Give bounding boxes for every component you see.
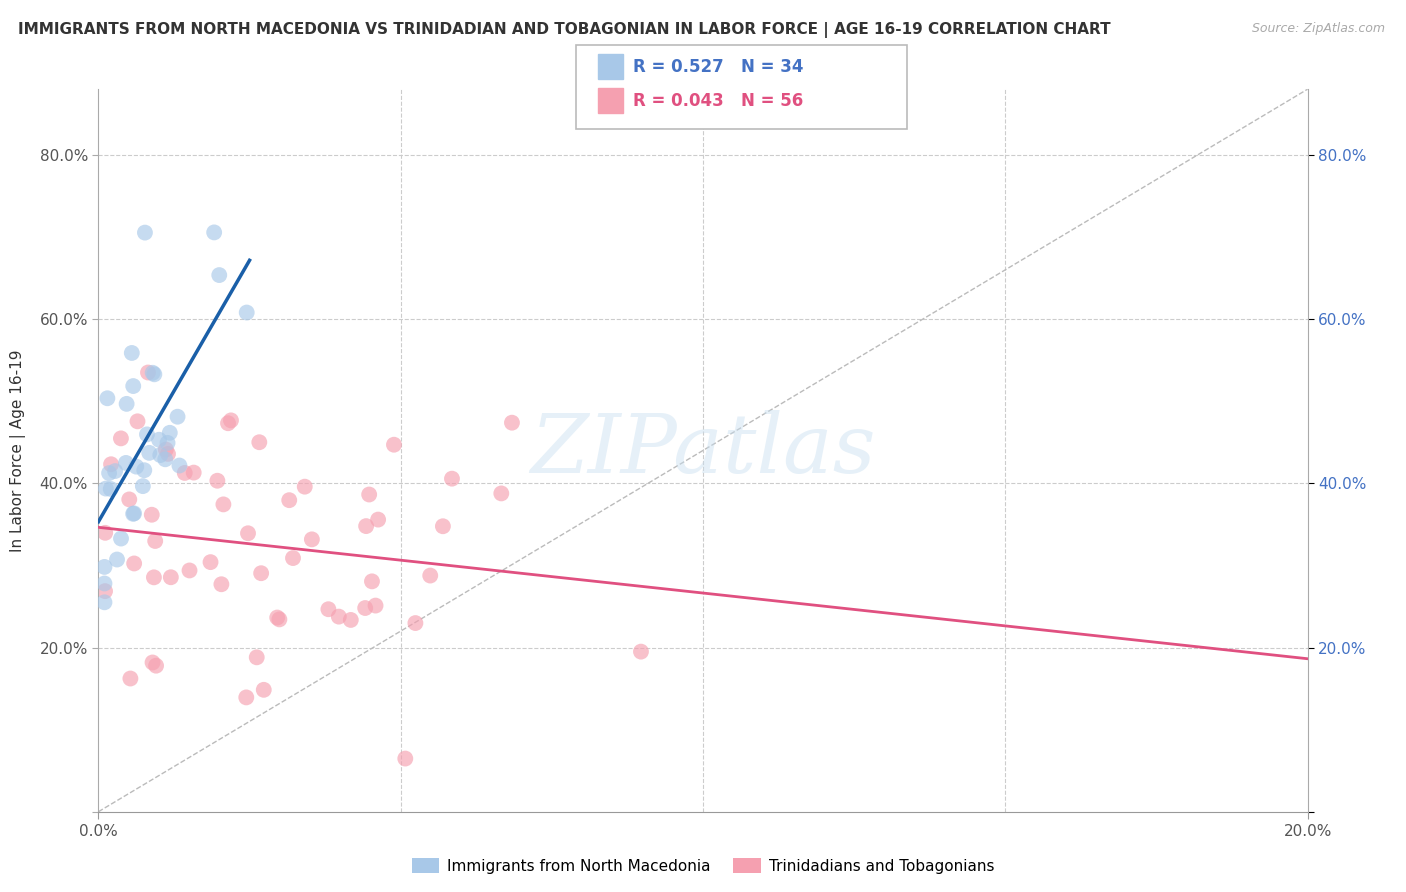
Trinidadians and Tobagonians bbox=[143, 533, 166, 548]
Trinidadians and Tobagonians bbox=[354, 601, 377, 615]
Trinidadians and Tobagonians bbox=[359, 487, 381, 501]
Trinidadians and Tobagonians bbox=[236, 526, 259, 541]
Immigrants from North Macedonia bbox=[143, 368, 166, 382]
Trinidadians and Tobagonians bbox=[212, 497, 235, 511]
Trinidadians and Tobagonians bbox=[120, 672, 142, 686]
Trinidadians and Tobagonians bbox=[318, 602, 340, 616]
Immigrants from North Macedonia bbox=[156, 436, 179, 450]
Trinidadians and Tobagonians bbox=[160, 570, 183, 584]
Trinidadians and Tobagonians bbox=[394, 751, 416, 765]
Trinidadians and Tobagonians bbox=[141, 656, 163, 670]
Trinidadians and Tobagonians bbox=[278, 493, 301, 508]
Trinidadians and Tobagonians bbox=[118, 492, 141, 507]
Immigrants from North Macedonia bbox=[110, 532, 132, 546]
Immigrants from North Macedonia bbox=[93, 595, 115, 609]
Trinidadians and Tobagonians bbox=[100, 457, 122, 471]
Text: Source: ZipAtlas.com: Source: ZipAtlas.com bbox=[1251, 22, 1385, 36]
Immigrants from North Macedonia bbox=[136, 427, 159, 442]
Trinidadians and Tobagonians bbox=[141, 508, 163, 522]
Trinidadians and Tobagonians bbox=[382, 438, 405, 452]
Trinidadians and Tobagonians bbox=[630, 645, 652, 659]
Trinidadians and Tobagonians bbox=[294, 480, 316, 494]
Trinidadians and Tobagonians bbox=[367, 513, 389, 527]
Immigrants from North Macedonia bbox=[93, 560, 115, 574]
Trinidadians and Tobagonians bbox=[156, 447, 179, 461]
Immigrants from North Macedonia bbox=[100, 482, 122, 496]
Legend: Immigrants from North Macedonia, Trinidadians and Tobagonians: Immigrants from North Macedonia, Trinida… bbox=[406, 852, 1000, 880]
Trinidadians and Tobagonians bbox=[419, 568, 441, 582]
Trinidadians and Tobagonians bbox=[173, 466, 195, 480]
Immigrants from North Macedonia bbox=[142, 366, 165, 380]
Trinidadians and Tobagonians bbox=[155, 442, 177, 457]
Immigrants from North Macedonia bbox=[115, 456, 138, 470]
Trinidadians and Tobagonians bbox=[328, 609, 350, 624]
Trinidadians and Tobagonians bbox=[94, 584, 117, 599]
Immigrants from North Macedonia bbox=[105, 552, 128, 566]
Y-axis label: In Labor Force | Age 16-19: In Labor Force | Age 16-19 bbox=[10, 349, 25, 552]
Trinidadians and Tobagonians bbox=[339, 613, 361, 627]
Trinidadians and Tobagonians bbox=[491, 486, 513, 500]
Trinidadians and Tobagonians bbox=[235, 690, 257, 705]
Trinidadians and Tobagonians bbox=[354, 519, 377, 533]
Immigrants from North Macedonia bbox=[122, 507, 145, 521]
Trinidadians and Tobagonians bbox=[209, 577, 232, 591]
Trinidadians and Tobagonians bbox=[404, 616, 426, 631]
Immigrants from North Macedonia bbox=[208, 268, 231, 282]
Trinidadians and Tobagonians bbox=[440, 472, 463, 486]
Immigrants from North Macedonia bbox=[115, 397, 138, 411]
Text: IMMIGRANTS FROM NORTH MACEDONIA VS TRINIDADIAN AND TOBAGONIAN IN LABOR FORCE | A: IMMIGRANTS FROM NORTH MACEDONIA VS TRINI… bbox=[18, 22, 1111, 38]
Immigrants from North Macedonia bbox=[166, 409, 188, 424]
Immigrants from North Macedonia bbox=[235, 305, 257, 319]
Text: R = 0.043   N = 56: R = 0.043 N = 56 bbox=[633, 92, 803, 110]
Trinidadians and Tobagonians bbox=[361, 574, 384, 589]
Trinidadians and Tobagonians bbox=[247, 435, 270, 450]
Immigrants from North Macedonia bbox=[138, 446, 160, 460]
Immigrants from North Macedonia bbox=[149, 448, 172, 462]
Trinidadians and Tobagonians bbox=[142, 570, 165, 584]
Trinidadians and Tobagonians bbox=[269, 612, 291, 626]
Immigrants from North Macedonia bbox=[202, 226, 225, 240]
Immigrants from North Macedonia bbox=[148, 433, 170, 447]
Trinidadians and Tobagonians bbox=[250, 566, 273, 581]
Trinidadians and Tobagonians bbox=[136, 366, 159, 380]
Trinidadians and Tobagonians bbox=[94, 525, 117, 540]
Trinidadians and Tobagonians bbox=[364, 599, 387, 613]
Trinidadians and Tobagonians bbox=[432, 519, 454, 533]
Immigrants from North Macedonia bbox=[104, 464, 127, 478]
Trinidadians and Tobagonians bbox=[301, 533, 323, 547]
Trinidadians and Tobagonians bbox=[266, 610, 288, 624]
Immigrants from North Macedonia bbox=[96, 391, 118, 405]
Trinidadians and Tobagonians bbox=[207, 474, 229, 488]
Trinidadians and Tobagonians bbox=[246, 650, 269, 665]
Trinidadians and Tobagonians bbox=[127, 414, 149, 428]
Immigrants from North Macedonia bbox=[122, 507, 145, 521]
Immigrants from North Macedonia bbox=[132, 479, 155, 493]
Trinidadians and Tobagonians bbox=[219, 413, 242, 427]
Immigrants from North Macedonia bbox=[93, 576, 115, 591]
Trinidadians and Tobagonians bbox=[281, 551, 304, 566]
Trinidadians and Tobagonians bbox=[179, 564, 201, 578]
Trinidadians and Tobagonians bbox=[253, 682, 276, 697]
Text: R = 0.527   N = 34: R = 0.527 N = 34 bbox=[633, 58, 803, 76]
Immigrants from North Macedonia bbox=[159, 425, 181, 440]
Trinidadians and Tobagonians bbox=[183, 466, 205, 480]
Text: ZIPatlas: ZIPatlas bbox=[530, 410, 876, 491]
Immigrants from North Macedonia bbox=[94, 482, 117, 496]
Immigrants from North Macedonia bbox=[155, 452, 177, 467]
Immigrants from North Macedonia bbox=[121, 346, 143, 360]
Immigrants from North Macedonia bbox=[122, 379, 145, 393]
Immigrants from North Macedonia bbox=[169, 458, 191, 473]
Trinidadians and Tobagonians bbox=[145, 658, 167, 673]
Trinidadians and Tobagonians bbox=[122, 557, 145, 571]
Immigrants from North Macedonia bbox=[134, 226, 156, 240]
Trinidadians and Tobagonians bbox=[501, 416, 523, 430]
Immigrants from North Macedonia bbox=[125, 459, 148, 474]
Immigrants from North Macedonia bbox=[98, 466, 121, 480]
Immigrants from North Macedonia bbox=[134, 463, 156, 477]
Trinidadians and Tobagonians bbox=[110, 431, 132, 445]
Trinidadians and Tobagonians bbox=[217, 416, 239, 430]
Trinidadians and Tobagonians bbox=[200, 555, 222, 569]
